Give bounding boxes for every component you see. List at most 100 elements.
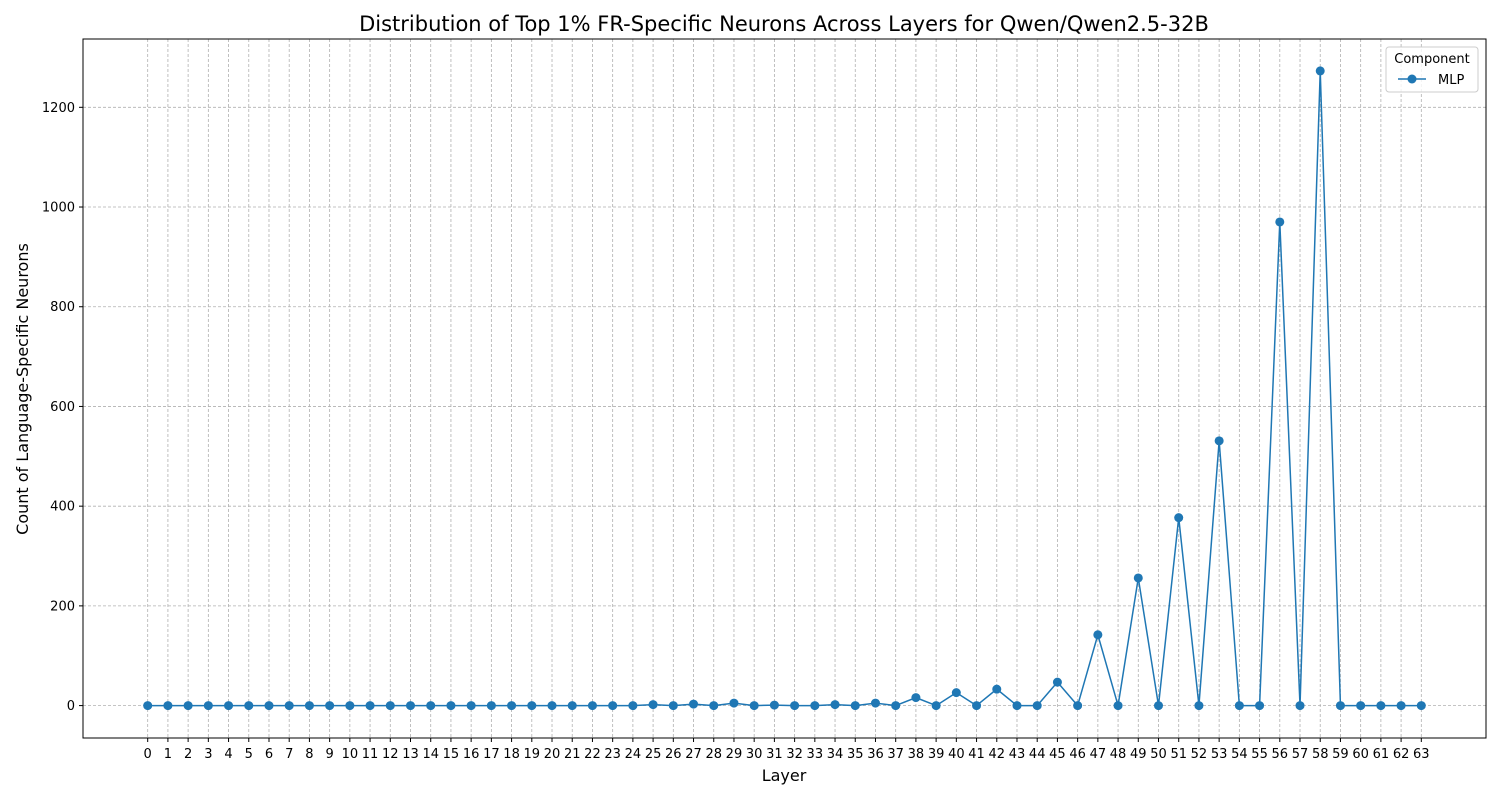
data-point: [1214, 436, 1224, 446]
data-point: [1295, 701, 1305, 711]
data-point: [992, 684, 1002, 694]
data-point: [244, 701, 254, 711]
data-point: [1194, 701, 1204, 711]
y-tick-label: 400: [50, 500, 75, 515]
x-tick-label: 17: [483, 747, 500, 762]
data-point: [1012, 701, 1022, 711]
x-tick-label: 55: [1251, 747, 1268, 762]
x-tick-label: 52: [1191, 747, 1208, 762]
x-tick-label: 45: [1049, 747, 1066, 762]
x-tick-label: 40: [948, 747, 965, 762]
x-tick-label: 6: [265, 747, 273, 762]
x-tick-label: 36: [867, 747, 884, 762]
x-tick-label: 59: [1332, 747, 1349, 762]
data-point: [769, 700, 779, 710]
x-tick-label: 61: [1373, 747, 1390, 762]
data-point: [1376, 701, 1386, 711]
data-point: [830, 700, 840, 710]
y-axis-label: Count of Language-Specific Neurons: [13, 243, 32, 535]
x-tick-label: 15: [443, 747, 460, 762]
x-tick-label: 31: [766, 747, 783, 762]
data-point: [1315, 66, 1325, 76]
x-tick-label: 39: [928, 747, 945, 762]
data-point: [1356, 701, 1366, 711]
data-point: [1335, 701, 1345, 711]
x-tick-label: 8: [305, 747, 313, 762]
x-axis-ticks: 0 1 2 3 4 5 6 7 8 9 10 11 12 13 14 15 16 17 18 19 20 21 22 23 24…: [144, 738, 1430, 762]
x-tick-label: 53: [1211, 747, 1228, 762]
x-tick-label: 4: [224, 747, 232, 762]
x-tick-label: 29: [726, 747, 743, 762]
x-tick-label: 43: [1009, 747, 1026, 762]
data-point: [1396, 701, 1406, 711]
data-point: [264, 701, 274, 711]
x-tick-label: 56: [1272, 747, 1289, 762]
x-tick-label: 20: [544, 747, 561, 762]
data-point: [325, 701, 335, 711]
data-point: [1113, 701, 1123, 711]
x-tick-label: 30: [746, 747, 763, 762]
data-point: [870, 698, 880, 708]
data-point: [729, 698, 739, 708]
data-point: [951, 688, 961, 698]
x-tick-label: 2: [184, 747, 192, 762]
y-tick-label: 200: [50, 599, 75, 614]
x-tick-label: 48: [1110, 747, 1127, 762]
data-point: [689, 699, 699, 709]
x-tick-label: 50: [1150, 747, 1167, 762]
data-point: [911, 693, 921, 703]
x-tick-label: 13: [402, 747, 419, 762]
x-tick-label: 47: [1090, 747, 1107, 762]
x-tick-label: 27: [685, 747, 702, 762]
legend-label-mlp: MLP: [1438, 73, 1464, 88]
data-point: [345, 701, 355, 711]
data-point: [547, 701, 557, 711]
data-point: [486, 701, 496, 711]
data-point: [1416, 701, 1426, 711]
x-tick-label: 21: [564, 747, 581, 762]
x-tick-label: 37: [887, 747, 904, 762]
x-tick-label: 63: [1413, 747, 1430, 762]
y-tick-label: 800: [50, 300, 75, 315]
x-tick-label: 24: [625, 747, 642, 762]
data-point: [790, 701, 800, 711]
x-tick-label: 19: [524, 747, 541, 762]
data-point: [1153, 701, 1163, 711]
x-tick-label: 51: [1170, 747, 1187, 762]
data-point: [931, 701, 941, 711]
x-tick-label: 58: [1312, 747, 1329, 762]
x-tick-label: 9: [325, 747, 333, 762]
data-point: [1174, 513, 1184, 523]
x-tick-label: 44: [1029, 747, 1046, 762]
y-tick-label: 600: [50, 400, 75, 415]
data-point: [527, 701, 537, 711]
data-point: [1073, 701, 1083, 711]
y-axis-ticks: 0 200 400 600 800 1000 1200: [42, 101, 83, 714]
data-point: [668, 701, 678, 711]
x-tick-label: 18: [503, 747, 520, 762]
x-tick-label: 38: [908, 747, 925, 762]
x-tick-label: 54: [1231, 747, 1248, 762]
data-point: [891, 701, 901, 711]
x-tick-label: 49: [1130, 747, 1147, 762]
x-tick-label: 14: [422, 747, 439, 762]
x-tick-label: 11: [362, 747, 379, 762]
data-point: [1032, 701, 1042, 711]
plot-frame: [82, 38, 1487, 739]
data-point: [284, 701, 294, 711]
x-tick-label: 28: [705, 747, 722, 762]
x-tick-label: 25: [645, 747, 662, 762]
data-point: [709, 701, 719, 711]
x-tick-label: 16: [463, 747, 480, 762]
legend-title: Component: [1394, 52, 1469, 67]
data-point: [426, 701, 436, 711]
x-tick-label: 10: [342, 747, 359, 762]
data-point: [567, 701, 577, 711]
x-tick-label: 32: [786, 747, 803, 762]
legend-marker-mlp: [1407, 74, 1417, 84]
series-layer: [143, 66, 1426, 711]
x-tick-label: 62: [1393, 747, 1410, 762]
data-point: [1255, 701, 1265, 711]
data-point: [628, 701, 638, 711]
chart-title: Distribution of Top 1% FR-Specific Neuro…: [359, 12, 1209, 36]
